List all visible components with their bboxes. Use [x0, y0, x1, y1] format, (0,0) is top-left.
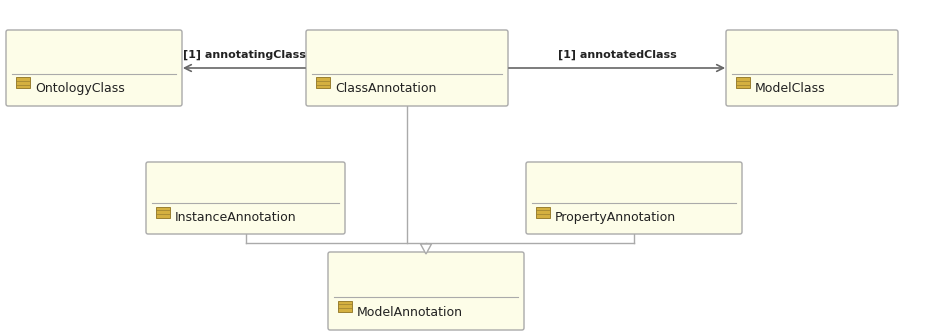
Text: ClassAnnotation: ClassAnnotation	[335, 82, 436, 95]
FancyBboxPatch shape	[6, 30, 182, 106]
FancyBboxPatch shape	[328, 252, 524, 330]
Bar	[316, 77, 330, 88]
Polygon shape	[420, 244, 431, 254]
Bar	[338, 301, 352, 312]
FancyBboxPatch shape	[306, 30, 508, 106]
FancyBboxPatch shape	[726, 30, 898, 106]
Text: PropertyAnnotation: PropertyAnnotation	[555, 211, 676, 224]
Bar	[156, 207, 170, 217]
Text: ModelClass: ModelClass	[755, 82, 826, 95]
Bar	[736, 77, 750, 88]
Text: ModelAnnotation: ModelAnnotation	[357, 306, 463, 319]
FancyBboxPatch shape	[146, 162, 345, 234]
Text: [1] annotatingClass: [1] annotatingClass	[183, 50, 305, 60]
Bar	[536, 207, 550, 217]
Text: [1] annotatedClass: [1] annotatedClass	[558, 50, 677, 60]
Text: OntologyClass: OntologyClass	[35, 82, 124, 95]
Bar	[16, 77, 30, 88]
Text: InstanceAnnotation: InstanceAnnotation	[175, 211, 297, 224]
FancyBboxPatch shape	[526, 162, 742, 234]
